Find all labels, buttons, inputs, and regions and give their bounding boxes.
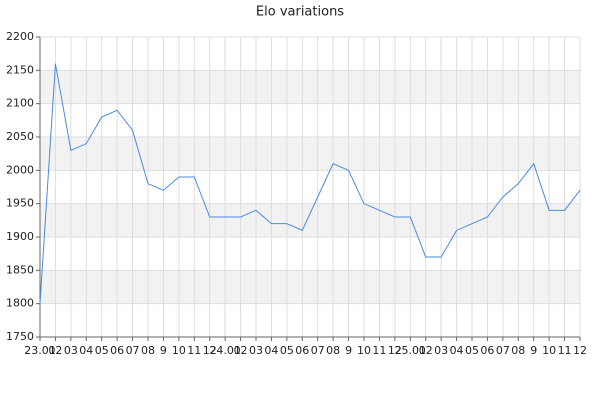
y-tick-label: 1900 [6, 230, 34, 243]
x-tick-label: 05 [280, 344, 294, 357]
x-tick-label: 12 [573, 344, 587, 357]
chart-title: Elo variations [256, 5, 344, 20]
band [40, 137, 580, 171]
x-tick-label: 07 [496, 344, 510, 357]
x-tick-label: 02 [234, 344, 248, 357]
x-tick-label: 02 [48, 344, 62, 357]
x-tick-label: 03 [64, 344, 78, 357]
x-tick-label: 08 [326, 344, 340, 357]
x-tick-label: 03 [434, 344, 448, 357]
x-tick-label: 08 [511, 344, 525, 357]
y-tick-label: 2150 [6, 63, 34, 76]
y-tick-label: 2100 [6, 97, 34, 110]
x-tick-label: 12 [203, 344, 217, 357]
x-tick-label: 07 [126, 344, 140, 357]
x-tick-label: 9 [530, 344, 537, 357]
band [40, 70, 580, 104]
y-tick-label: 1850 [6, 263, 34, 276]
x-tick-label: 10 [542, 344, 556, 357]
x-tick-label: 03 [249, 344, 263, 357]
x-tick-label: 10 [357, 344, 371, 357]
x-tick-label: 23.01 [24, 344, 56, 357]
x-tick-label: 11 [187, 344, 201, 357]
x-tick-label: 11 [372, 344, 386, 357]
x-tick-label: 12 [388, 344, 402, 357]
y-tick-label: 2050 [6, 130, 34, 143]
x-tick-label: 9 [160, 344, 167, 357]
x-tick-label: 06 [295, 344, 309, 357]
x-tick-label: 24.01 [209, 344, 241, 357]
x-tick-label: 04 [264, 344, 278, 357]
x-tick-label: 08 [141, 344, 155, 357]
y-tick-label: 2200 [6, 30, 34, 43]
x-tick-label: 06 [480, 344, 494, 357]
x-tick-label: 11 [558, 344, 572, 357]
x-tick-label: 05 [95, 344, 109, 357]
x-tick-label: 07 [311, 344, 325, 357]
x-tick-label: 9 [345, 344, 352, 357]
x-tick-label: 06 [110, 344, 124, 357]
y-tick-label: 1800 [6, 297, 34, 310]
band [40, 203, 580, 237]
y-tick-label: 1950 [6, 197, 34, 210]
y-tick-label: 1750 [6, 330, 34, 343]
band [40, 270, 580, 304]
x-tick-label: 25.01 [395, 344, 427, 357]
x-tick-label: 05 [465, 344, 479, 357]
line [39, 63, 581, 304]
y-tick-label: 2000 [6, 163, 34, 176]
x-tick-label: 10 [172, 344, 186, 357]
x-tick-label: 02 [419, 344, 433, 357]
x-tick-label: 04 [79, 344, 93, 357]
x-tick-label: 04 [450, 344, 464, 357]
